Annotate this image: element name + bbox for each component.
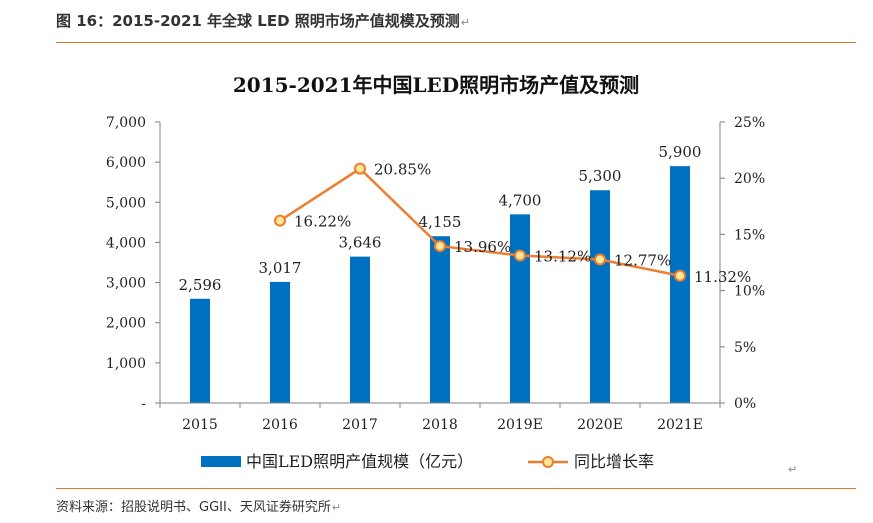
growth-value-label: 16.22% bbox=[294, 213, 351, 231]
footer-divider bbox=[56, 488, 856, 489]
y-right-tick-label: 10% bbox=[734, 284, 765, 300]
bar-2020E bbox=[590, 190, 610, 403]
growth-value-label: 11.32% bbox=[694, 268, 751, 286]
figure-caption-text: 图 16：2015-2021 年全球 LED 照明市场产值规模及预测 bbox=[56, 12, 460, 30]
x-tick-label: 2015 bbox=[182, 417, 218, 433]
header-divider bbox=[56, 42, 856, 43]
growth-value-label: 13.96% bbox=[454, 238, 511, 256]
bar-value-label: 3,017 bbox=[259, 259, 302, 277]
x-tick-label: 2017 bbox=[342, 417, 378, 433]
bar-value-label: 4,155 bbox=[419, 213, 462, 231]
bar-2016 bbox=[270, 281, 290, 403]
growth-value-label: 12.77% bbox=[614, 251, 671, 269]
y-right-tick-label: 0% bbox=[734, 396, 756, 412]
line-series bbox=[274, 162, 686, 282]
y-left-tick-label: 5,000 bbox=[106, 195, 146, 211]
bar-value-label: 5,900 bbox=[659, 143, 702, 161]
bar-series bbox=[190, 166, 690, 403]
bar-2018 bbox=[430, 236, 450, 403]
source-note: 资料来源：招股说明书、GGII、天风证券研究所↵ bbox=[56, 496, 341, 515]
y-left-tick-label: 3,000 bbox=[106, 276, 146, 292]
y-left-tick-label: 6,000 bbox=[106, 155, 146, 171]
x-tick-label: 2019E bbox=[497, 417, 543, 433]
x-tick-label: 2020E bbox=[577, 417, 623, 433]
y-right-tick-label: 15% bbox=[734, 227, 765, 243]
chart-title: 2015-2021年中国LED照明市场产值及预测 bbox=[233, 73, 639, 97]
legend-line-marker bbox=[542, 456, 554, 468]
growth-value-label: 13.12% bbox=[534, 248, 591, 266]
legend-bar-label: 中国LED照明产值规模（亿元） bbox=[246, 452, 473, 471]
x-tick-label: 2021E bbox=[657, 417, 703, 433]
legend: 中国LED照明产值规模（亿元） 同比增长率 bbox=[201, 452, 654, 471]
return-mark-icon: ↵ bbox=[788, 463, 798, 476]
y-left-tick-label: 4,000 bbox=[106, 235, 146, 251]
bar-2017 bbox=[350, 256, 370, 403]
legend-line-label: 同比增长率 bbox=[574, 452, 654, 471]
growth-point-2019E bbox=[514, 249, 526, 262]
y-right-tick-label: 20% bbox=[734, 171, 765, 187]
y-right-tick-label: 25% bbox=[734, 115, 765, 131]
bar-value-label: 2,596 bbox=[179, 276, 222, 294]
axes: - 1,000 2,000 3,000 4,000 5,000 6,000 7,000 0% 5%… bbox=[106, 115, 765, 433]
data-labels: 2,596 3,017 3,646 4,155 4,700 5,300 5,900 16.22… bbox=[179, 143, 752, 294]
growth-point-2017 bbox=[354, 162, 366, 175]
y-left-tick-label: 2,000 bbox=[106, 316, 146, 332]
growth-value-label: 20.85% bbox=[374, 161, 431, 179]
bar-2015 bbox=[190, 298, 210, 403]
bar-value-label: 5,300 bbox=[579, 167, 622, 185]
y-left-tick-label: 1,000 bbox=[106, 356, 146, 372]
growth-rate-line bbox=[279, 167, 681, 277]
bar-2019E bbox=[510, 214, 530, 403]
legend-bar-swatch bbox=[201, 456, 241, 467]
bar-2021E bbox=[670, 166, 690, 403]
x-tick-label: 2016 bbox=[262, 417, 298, 433]
growth-point-2020E bbox=[594, 253, 606, 266]
bar-value-label: 4,700 bbox=[499, 191, 542, 209]
bar-value-label: 3,646 bbox=[339, 234, 382, 252]
growth-point-2016 bbox=[274, 214, 286, 227]
growth-point-2021E bbox=[674, 269, 686, 282]
return-mark-icon: ↵ bbox=[460, 16, 470, 29]
source-text: 资料来源：招股说明书、GGII、天风证券研究所 bbox=[56, 500, 331, 515]
return-mark-icon: ↵ bbox=[331, 501, 342, 514]
y-left-tick-label: - bbox=[141, 396, 146, 412]
x-tick-label: 2018 bbox=[422, 417, 458, 433]
figure-caption: 图 16：2015-2021 年全球 LED 照明市场产值规模及预测↵ bbox=[56, 10, 856, 31]
growth-point-2018 bbox=[434, 240, 446, 253]
y-right-tick-label: 5% bbox=[734, 340, 756, 356]
y-left-tick-label: 7,000 bbox=[106, 115, 146, 131]
